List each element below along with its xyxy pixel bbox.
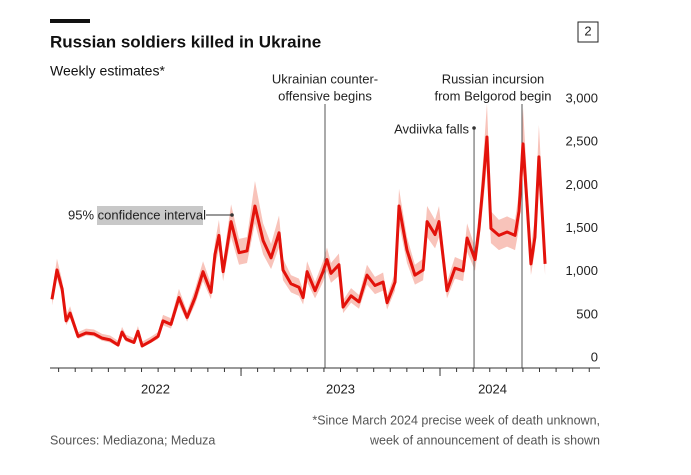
event-label: Avdiivka falls — [394, 121, 469, 136]
source: Sources: Mediazona; Meduza — [50, 433, 215, 447]
footnote: week of announcement of death is shown — [369, 433, 600, 447]
confidence-band — [51, 103, 546, 348]
y-tick-label: 3,000 — [565, 90, 598, 105]
x-tick-label: 2022 — [141, 381, 170, 396]
event-label: from Belgorod begin — [434, 88, 551, 103]
y-tick-label: 2,000 — [565, 177, 598, 192]
event-dot — [472, 126, 476, 130]
y-tick-label: 2,500 — [565, 134, 598, 149]
x-tick-label: 2024 — [478, 381, 507, 396]
header-bar — [50, 19, 90, 23]
y-tick-label: 500 — [576, 306, 598, 321]
y-tick-label: 1,500 — [565, 220, 598, 235]
line — [50, 135, 547, 348]
band-dot — [230, 213, 234, 217]
chart-subtitle: Weekly estimates* — [50, 63, 165, 79]
event-label: offensive begins — [278, 88, 372, 103]
footnote: *Since March 2024 precise week of death … — [312, 413, 600, 427]
band-label: 95% confidence interval — [68, 207, 206, 222]
y-tick-label: 0 — [591, 349, 598, 364]
badge: 2 — [584, 23, 591, 38]
x-tick-label: 2023 — [326, 381, 355, 396]
badge-box — [577, 21, 599, 43]
chart-title: Russian soldiers killed in Ukraine — [50, 32, 321, 51]
label-highlight — [97, 206, 203, 225]
event-label: Russian incursion — [442, 71, 545, 86]
y-tick-label: 1,000 — [565, 263, 598, 278]
event-label: Ukrainian counter- — [272, 71, 378, 86]
